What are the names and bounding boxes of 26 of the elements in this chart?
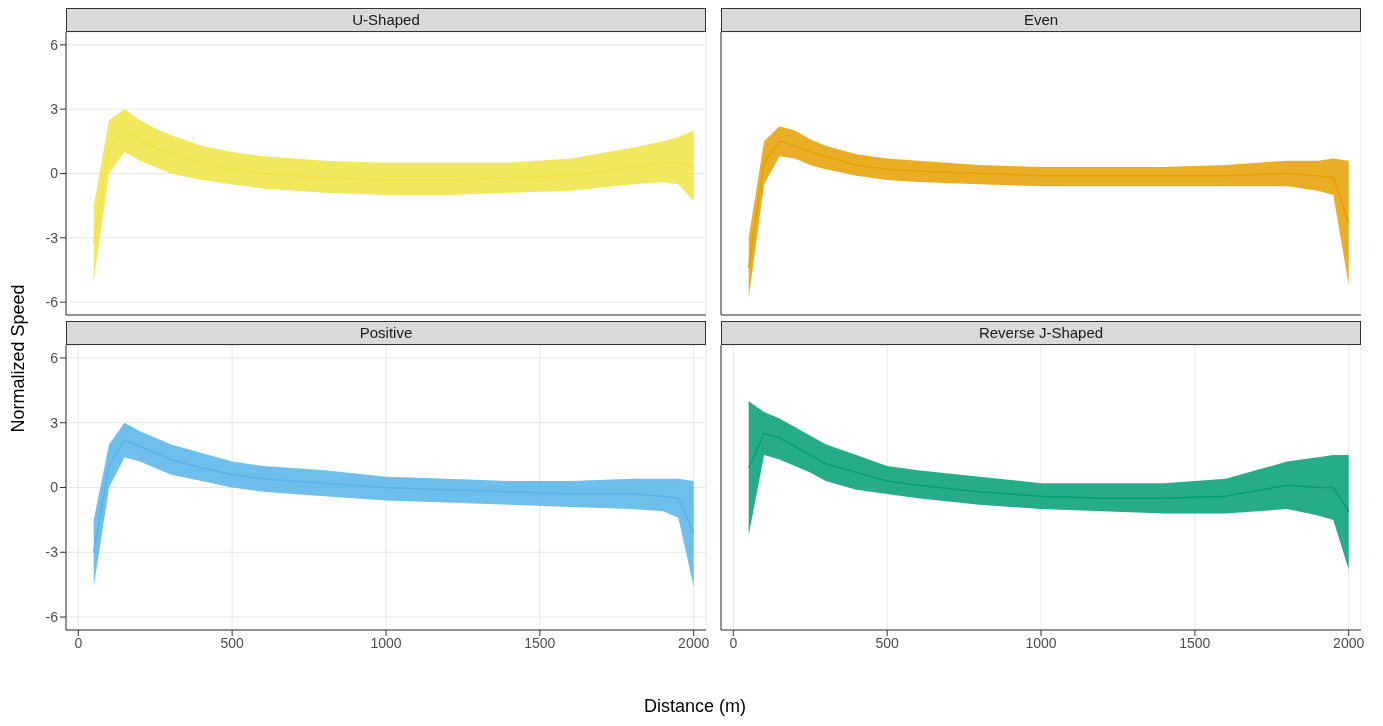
y-tick-label: -3 <box>45 544 59 561</box>
y-tick-label: 3 <box>50 414 59 431</box>
x-tick-label: 0 <box>74 634 83 651</box>
x-tick-label: 2000 <box>1333 634 1365 651</box>
x-tick-label: 1500 <box>1179 634 1211 651</box>
x-tick-label: 1000 <box>370 634 402 651</box>
y-tick-label: -3 <box>45 229 59 246</box>
x-tick-label: 1000 <box>1025 634 1057 651</box>
chart-title: U-Shaped <box>66 8 706 32</box>
y-tick-label: 6 <box>50 349 59 366</box>
y-tick-label: 6 <box>50 36 59 53</box>
x-tick-label: 1500 <box>524 634 556 651</box>
x-tick-label: 500 <box>220 634 245 651</box>
chart-title: Even <box>721 8 1361 32</box>
y-axis-title: Normalized Speed <box>7 283 29 435</box>
x-tick-label: 0 <box>729 634 738 651</box>
y-tick-label: -6 <box>45 294 59 311</box>
y-tick-label: 0 <box>50 165 59 182</box>
x-axis-title: Distance (m) <box>643 696 747 717</box>
chart-title: Positive <box>66 321 706 345</box>
y-tick-label: 3 <box>50 101 59 118</box>
y-tick-label: 0 <box>50 479 59 496</box>
x-tick-label: 2000 <box>678 634 710 651</box>
x-tick-label: 500 <box>875 634 900 651</box>
chart-title: Reverse J-Shaped <box>721 321 1361 345</box>
y-tick-label: -6 <box>45 609 59 626</box>
